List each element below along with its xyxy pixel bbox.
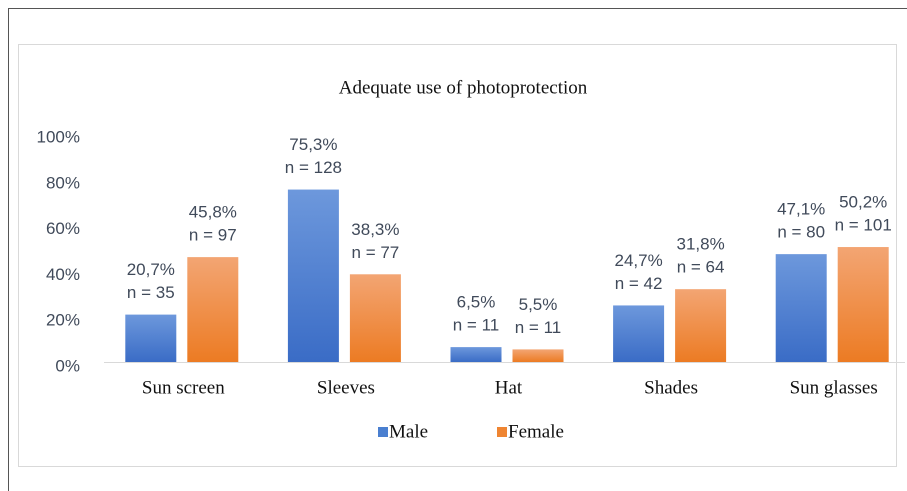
count-label: n = 35 xyxy=(127,283,175,302)
value-label: 24,7% xyxy=(614,251,662,270)
count-label: n = 42 xyxy=(615,274,663,293)
x-tick-label: Sun screen xyxy=(142,377,225,398)
count-label: n = 128 xyxy=(285,158,342,177)
value-label: 50,2% xyxy=(839,193,887,212)
count-label: n = 11 xyxy=(515,318,561,337)
value-label: 6,5% xyxy=(457,293,496,312)
count-label: n = 101 xyxy=(835,216,892,235)
count-label: n = 64 xyxy=(677,258,725,277)
value-label: 75,3% xyxy=(289,135,337,154)
bar xyxy=(450,347,502,362)
x-tick-label: Hat xyxy=(495,377,523,398)
legend-label: Male xyxy=(389,421,428,442)
legend-swatch xyxy=(497,427,507,437)
x-tick-label: Shades xyxy=(644,377,698,398)
bar xyxy=(675,289,727,362)
y-tick-label: 20% xyxy=(46,311,80,330)
value-label: 31,8% xyxy=(676,235,724,254)
y-tick-label: 100% xyxy=(37,127,80,146)
x-tick-label: Sun glasses xyxy=(790,377,878,398)
y-tick-label: 60% xyxy=(46,219,80,238)
y-tick-label: 0% xyxy=(55,356,80,375)
bar xyxy=(125,314,177,362)
count-label: n = 77 xyxy=(352,243,400,262)
outer-frame xyxy=(8,8,907,491)
y-tick-label: 40% xyxy=(46,265,80,284)
bar xyxy=(349,274,401,362)
bar xyxy=(775,254,827,362)
value-label: 5,5% xyxy=(519,295,558,314)
count-label: n = 11 xyxy=(453,316,499,335)
value-label: 45,8% xyxy=(189,203,237,222)
value-label: 20,7% xyxy=(127,260,175,279)
bar xyxy=(613,305,665,362)
count-label: n = 97 xyxy=(189,226,237,245)
count-label: n = 80 xyxy=(777,223,825,242)
bar xyxy=(187,257,239,362)
chart-frame xyxy=(18,44,897,467)
value-label: 38,3% xyxy=(351,220,399,239)
legend-swatch xyxy=(378,427,388,437)
bar xyxy=(512,349,564,362)
bar xyxy=(287,189,339,362)
value-label: 47,1% xyxy=(777,200,825,219)
x-tick-label: Sleeves xyxy=(317,377,375,398)
legend-label: Female xyxy=(508,421,564,442)
chart-title: Adequate use of photoprotection xyxy=(339,77,588,98)
y-tick-label: 80% xyxy=(46,173,80,192)
bar xyxy=(837,247,889,362)
